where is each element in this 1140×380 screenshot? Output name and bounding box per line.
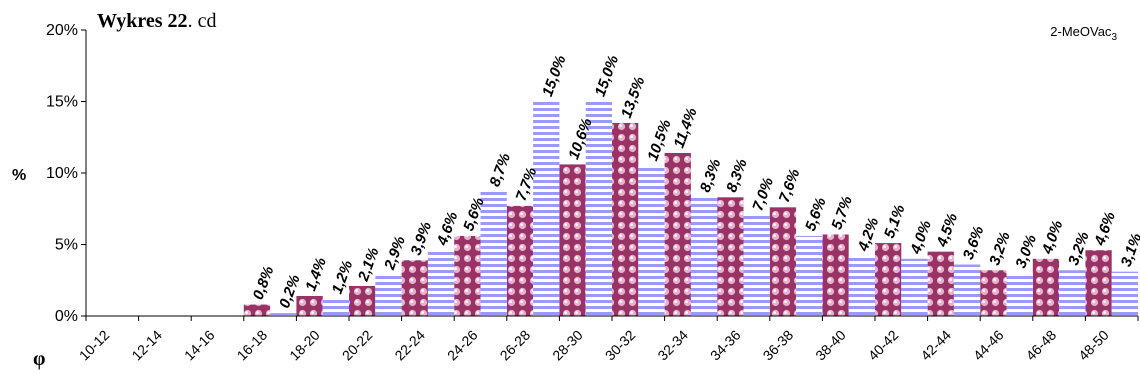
bar-s2-16-18 <box>270 313 297 316</box>
value-label-s2-24-26: 8,7% <box>486 151 514 189</box>
value-label-s1-40-42: 5,1% <box>881 202 909 240</box>
value-label-s1-32-34: 11,4% <box>671 106 701 151</box>
series-tag: 2-MeOVac3 <box>1050 24 1117 43</box>
value-label-s2-48-50: 3,1% <box>1118 231 1140 269</box>
bar-s2-26-28 <box>533 101 560 316</box>
x-tick-label-32-34: 32-34 <box>654 327 691 364</box>
chart-title: Wykres 22. cd <box>97 10 216 32</box>
value-label-s2-28-30: 15,0% <box>592 53 623 99</box>
value-label-s1-38-40: 5,7% <box>828 194 856 232</box>
y-axis-label: % <box>12 167 26 184</box>
value-label-s2-36-38: 5,6% <box>802 195 830 233</box>
bar-s1-22-24 <box>401 260 428 316</box>
bar-s1-44-46 <box>980 270 1007 316</box>
bar-s1-32-34 <box>664 152 691 316</box>
bar-s2-22-24 <box>427 250 455 316</box>
bar-s1-34-36 <box>717 197 744 316</box>
x-tick-label-34-36: 34-36 <box>707 327 744 364</box>
y-tick-label: 20% <box>46 22 78 39</box>
value-label-s1-44-46: 3,2% <box>986 230 1014 268</box>
bar-s1-18-20 <box>296 295 323 316</box>
x-tick-label-46-48: 46-48 <box>1023 327 1060 364</box>
x-tick-label-36-38: 36-38 <box>760 327 797 364</box>
bar-s2-42-44 <box>953 264 981 316</box>
bar-s1-28-30 <box>559 164 586 316</box>
bar-s2-40-42 <box>901 258 928 316</box>
value-label-s1-34-36: 8,3% <box>723 157 751 195</box>
value-label-s2-42-44: 3,6% <box>960 224 988 262</box>
bar-s2-34-36 <box>743 215 770 316</box>
x-tick-label-24-26: 24-26 <box>444 327 481 364</box>
x-tick-label-18-20: 18-20 <box>286 327 323 364</box>
x-tick-label-40-42: 40-42 <box>865 327 902 364</box>
value-label-s1-36-38: 7,6% <box>776 167 804 205</box>
chart-title-suffix: . cd <box>188 10 217 32</box>
value-label-s1-30-32: 13,5% <box>618 75 649 121</box>
y-tick-label: 5% <box>55 237 78 254</box>
bar-s1-42-44 <box>927 251 954 316</box>
value-label-s1-42-44: 4,5% <box>933 211 961 250</box>
bar-s2-20-22 <box>375 274 402 316</box>
series-tag-main: 2-MeOVac <box>1050 24 1112 39</box>
value-label-s2-40-42: 4,0% <box>907 218 935 257</box>
bar-s1-48-50 <box>1085 250 1112 316</box>
x-tick-label-20-22: 20-22 <box>339 327 376 364</box>
y-tick-label: 10% <box>46 165 78 182</box>
x-tick-label-44-46: 44-46 <box>970 327 1007 364</box>
bar-s2-46-48 <box>1059 270 1086 316</box>
bar-s1-38-40 <box>822 234 849 316</box>
value-label-s1-46-48: 4,0% <box>1038 218 1066 257</box>
bar-s2-48-50 <box>1111 271 1138 316</box>
bar-s2-30-32 <box>638 165 665 316</box>
value-label-s1-18-20: 1,4% <box>302 255 330 293</box>
bar-s2-18-20 <box>322 298 349 316</box>
series-tag-sub: 3 <box>1111 32 1117 43</box>
bar-s1-30-32 <box>612 122 639 316</box>
bars-group <box>243 101 1138 316</box>
bar-s2-44-46 <box>1006 273 1033 316</box>
x-tick-label-42-44: 42-44 <box>917 327 954 364</box>
y-tick-label: 0% <box>55 308 78 325</box>
bar-s1-16-18 <box>243 304 271 316</box>
value-label-s1-16-18: 0,8% <box>250 264 278 302</box>
value-label-s1-48-50: 4,6% <box>1091 210 1119 249</box>
x-tick-label-30-32: 30-32 <box>602 327 639 364</box>
value-label-s2-26-28: 15,0% <box>539 53 570 99</box>
y-tick-label: 15% <box>46 94 78 111</box>
x-tick-label-38-40: 38-40 <box>812 327 849 364</box>
bar-s1-24-26 <box>454 235 481 316</box>
x-axis-label: φ <box>33 348 45 370</box>
x-ticks-group: 10-12 12-14 14-16 16-18 18-20 20-22 22-24 24-26… <box>76 316 1139 364</box>
x-tick-label-26-28: 26-28 <box>497 327 534 364</box>
bar-s2-36-38 <box>796 235 823 316</box>
bar-s1-20-22 <box>349 285 376 316</box>
bar-s1-46-48 <box>1032 258 1060 316</box>
x-tick-label-12-14: 12-14 <box>128 327 165 364</box>
x-tick-label-28-30: 28-30 <box>549 327 586 364</box>
x-tick-label-22-24: 22-24 <box>391 327 428 364</box>
bar-s2-32-34 <box>690 197 718 316</box>
x-tick-label-14-16: 14-16 <box>181 327 218 364</box>
value-label-s2-32-34: 8,3% <box>697 157 725 195</box>
bar-s1-26-28 <box>506 205 534 316</box>
bar-s1-36-38 <box>769 207 797 316</box>
bar-s2-38-40 <box>848 255 875 316</box>
chart-title-main: Wykres 22 <box>97 10 188 32</box>
bar-s1-40-42 <box>875 243 902 316</box>
y-ticks-group: 0% 5% 10% 15% 20% <box>46 22 86 325</box>
x-tick-label-48-50: 48-50 <box>1075 327 1112 364</box>
bar-s2-28-30 <box>585 101 612 316</box>
x-tick-label-16-18: 16-18 <box>234 327 271 364</box>
bar-s2-24-26 <box>480 191 507 316</box>
x-tick-label-10-12: 10-12 <box>76 327 113 364</box>
